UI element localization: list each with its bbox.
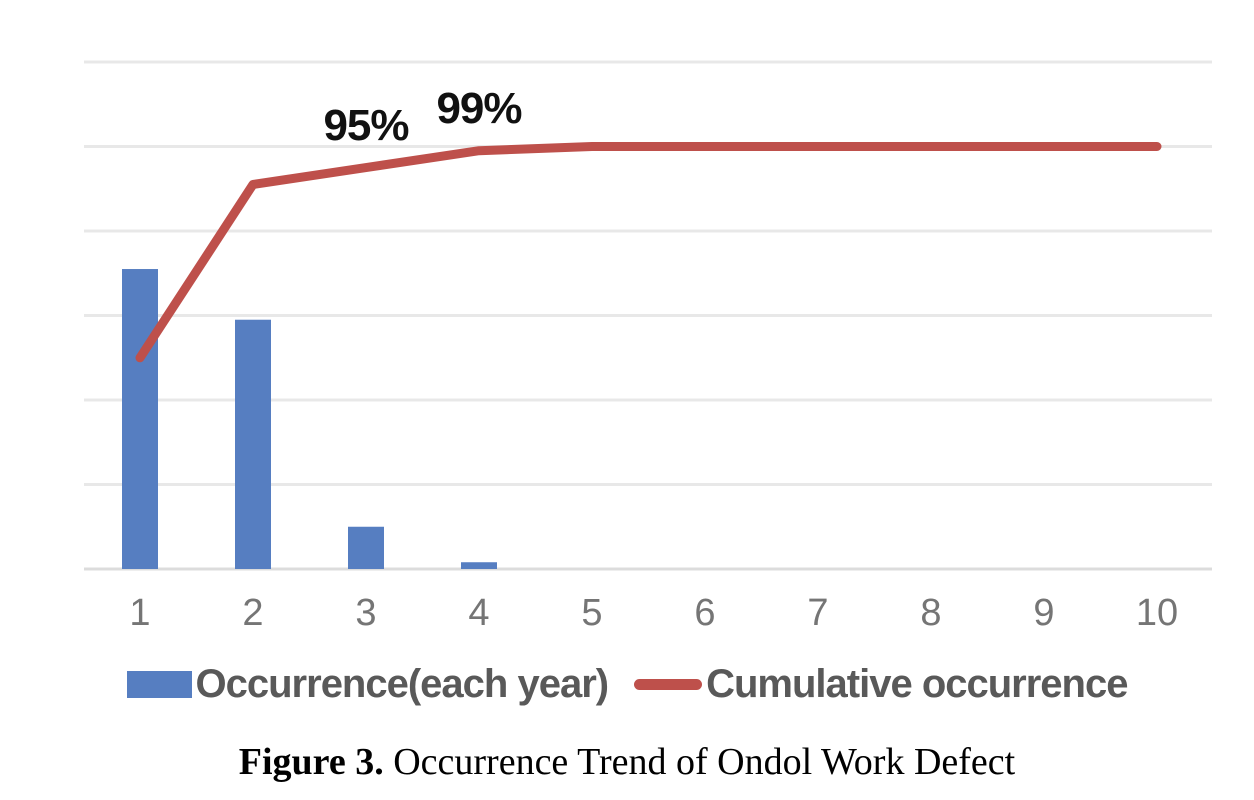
- figure-caption: Figure 3. Occurrence Trend of Ondol Work…: [0, 740, 1254, 784]
- chart-legend: Occurrence(each year) Cumulative occurre…: [0, 662, 1254, 707]
- x-tick-8: 8: [920, 592, 942, 634]
- legend-label-cumulative: Cumulative occurrence: [706, 662, 1128, 706]
- bar-category-2: [235, 319, 271, 569]
- legend-entry-occurrence: Occurrence(each year): [126, 662, 610, 707]
- figure-number: Figure 3.: [238, 741, 384, 783]
- cumulative-line: [135, 142, 1162, 363]
- bar-category-1: [122, 269, 158, 569]
- data-label-99pct: 99%: [436, 83, 522, 133]
- bar-category-4: [461, 562, 497, 569]
- legend-entry-cumulative: Cumulative occurrence: [634, 662, 1128, 707]
- caption-text: Occurrence Trend of Ondol Work Defect: [383, 741, 1016, 783]
- line-swatch-icon: [634, 679, 703, 690]
- legend-label-occurrence: Occurrence(each year): [195, 662, 610, 706]
- x-tick-2: 2: [242, 592, 264, 634]
- x-tick-5: 5: [581, 592, 603, 634]
- x-tick-7: 7: [807, 592, 829, 634]
- bar-swatch-icon: [126, 671, 192, 698]
- x-tick-6: 6: [694, 592, 716, 634]
- bar-category-3: [348, 526, 384, 569]
- x-tick-4: 4: [468, 592, 490, 634]
- x-tick-3: 3: [355, 592, 377, 634]
- x-tick-1: 1: [129, 592, 151, 634]
- data-label-95pct: 95%: [323, 100, 409, 150]
- x-tick-9: 9: [1033, 592, 1055, 634]
- x-tick-10: 10: [1135, 592, 1179, 634]
